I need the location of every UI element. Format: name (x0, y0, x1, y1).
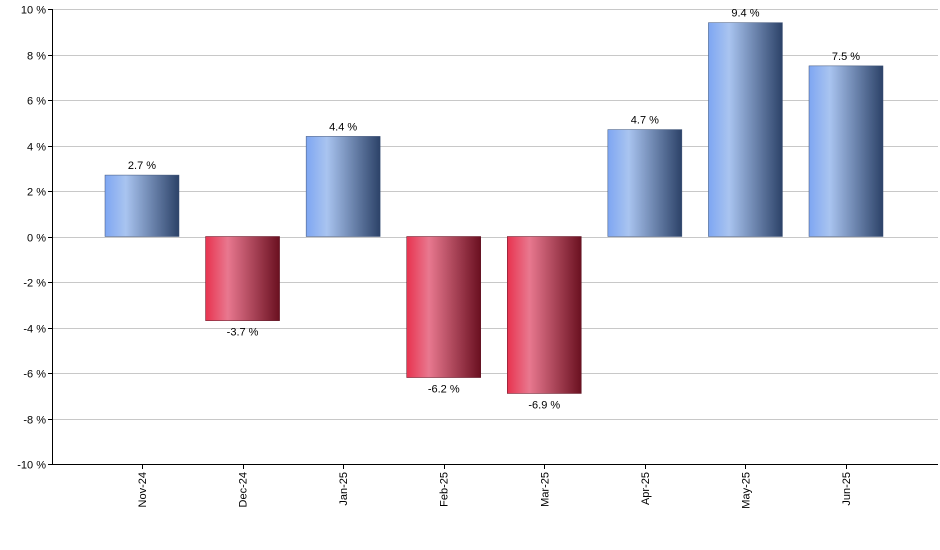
x-tick-label: Dec-24 (238, 472, 250, 507)
y-tick-label: 10 % (21, 5, 46, 17)
x-tick-label: Mar-25 (539, 472, 551, 507)
bar-nov-24 (104, 174, 180, 237)
bar-apr-25 (607, 129, 683, 237)
x-tick-label: Feb-25 (439, 472, 451, 507)
x-tick-label: Jun-25 (841, 472, 853, 506)
y-tick-label: -4 % (23, 324, 46, 336)
bar-feb-25 (406, 236, 481, 378)
bar-mar-25 (507, 236, 582, 394)
y-tick-label: -10 % (17, 460, 46, 472)
y-tick-label: -8 % (23, 415, 46, 427)
x-tick-label: Apr-25 (640, 472, 652, 505)
bar-may-25 (708, 22, 783, 237)
data-label: -6.2 % (428, 384, 460, 396)
y-tick-label: 6 % (27, 96, 46, 108)
data-label: -6.9 % (528, 399, 560, 411)
bars (104, 22, 884, 394)
x-tick-label: Nov-24 (137, 472, 149, 507)
x-tick-label: Jan-25 (338, 472, 350, 506)
axes (48, 9, 938, 469)
y-tick-label: 4 % (27, 142, 46, 154)
y-tick-label: 8 % (27, 51, 46, 63)
bar-jun-25 (808, 65, 884, 237)
data-label: 4.4 % (329, 121, 357, 133)
y-tick-label: 0 % (27, 233, 46, 245)
x-tick-label: May-25 (740, 472, 752, 509)
labels: 10 % 8 % 6 % 4 % 2 % 0 % -2 % -4 % -6 % -8 % -10 %… (17, 5, 860, 509)
data-label: -3.7 % (227, 327, 259, 339)
data-label: 9.4 % (731, 8, 759, 20)
y-tick-label: -2 % (23, 278, 46, 290)
bar-jan-25 (305, 136, 381, 237)
gridlines (52, 9, 938, 465)
y-tick-label: -6 % (23, 369, 46, 381)
y-tick-label: 2 % (27, 187, 46, 199)
data-label: 2.7 % (128, 160, 156, 172)
data-label: 4.7 % (631, 115, 659, 127)
bar-dec-24 (205, 236, 280, 321)
data-label: 7.5 % (832, 51, 860, 63)
